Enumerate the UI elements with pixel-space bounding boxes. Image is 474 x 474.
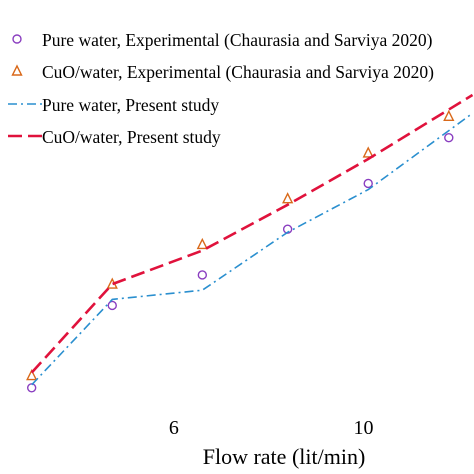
data-point-triangle [282, 192, 294, 204]
data-point-triangle [362, 146, 374, 158]
data-point-circle [107, 300, 117, 311]
data-point-triangle [443, 109, 455, 122]
legend-label: CuO/water, Present study [42, 127, 221, 147]
legend-label: CuO/water, Experimental (Chaurasia and S… [42, 62, 434, 82]
series-line-3 [31, 112, 473, 386]
data-point-triangle [196, 237, 208, 250]
x-tick-label: 6 [169, 417, 179, 439]
data-point-triangle [26, 369, 38, 381]
legend-marker-circle [12, 34, 22, 44]
series-line-4 [30, 93, 474, 374]
data-point-circle [197, 270, 208, 280]
legend-label: Pure water, Present study [42, 95, 219, 115]
legend: Pure water, Experimental (Chaurasia and … [8, 30, 434, 147]
x-axis-label: Flow rate (lit/min) [203, 444, 366, 469]
data-point-circle [363, 178, 373, 189]
plot-area [26, 93, 474, 393]
x-tick-label: 10 [353, 417, 373, 439]
legend-marker-triangle [11, 64, 23, 76]
legend-label: Pure water, Experimental (Chaurasia and … [42, 30, 433, 50]
data-point-circle [26, 383, 37, 393]
data-point-circle [444, 132, 454, 143]
x-axis: 2610 [169, 417, 374, 439]
